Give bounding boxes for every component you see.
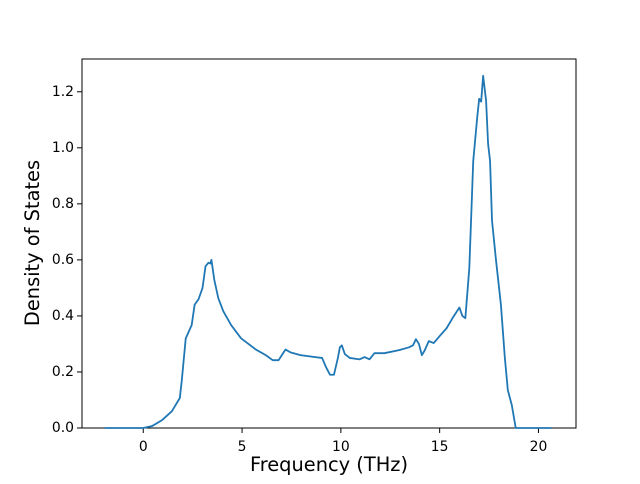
x-tick-label: 10 (332, 439, 350, 455)
x-tick-label: 5 (238, 439, 247, 455)
y-tick-label: 0.4 (52, 308, 74, 324)
x-tick-label: 0 (139, 439, 148, 455)
y-tick-label: 0.0 (52, 420, 74, 436)
x-tick-label: 20 (530, 439, 548, 455)
y-axis-label: Density of States (21, 160, 44, 326)
plot-frame (81, 58, 577, 429)
data-line (104, 74, 552, 429)
y-tick-label: 0.6 (52, 252, 74, 268)
y-tick-label: 1.2 (52, 84, 74, 100)
y-tick-label: 0.2 (52, 364, 74, 380)
y-tick-label: 1.0 (52, 140, 74, 156)
x-tick-label: 15 (431, 439, 449, 455)
x-axis-label: Frequency (THz) (250, 453, 408, 476)
y-tick-label: 0.8 (52, 196, 74, 212)
